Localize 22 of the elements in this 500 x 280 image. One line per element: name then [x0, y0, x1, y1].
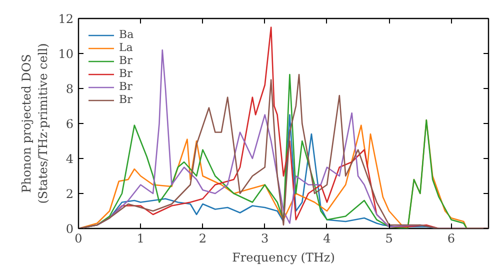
x-tick-label: 6: [447, 232, 456, 246]
legend-label: Ba: [119, 28, 135, 41]
y-tick-label: 2: [66, 187, 74, 201]
x-tick-label: 1: [136, 232, 144, 246]
legend-label: Br: [119, 54, 134, 67]
x-tick-label: 0: [74, 232, 82, 246]
legend-label: Br: [119, 93, 134, 106]
y-tick-label: 10: [58, 47, 74, 61]
legend-label: Br: [119, 67, 134, 80]
y-axis-title: Phonon projected DOS (States/THz·primitive cell): [19, 43, 50, 204]
legend-label: La: [119, 41, 134, 54]
x-tick-label: 4: [323, 232, 332, 246]
x-tick-label: 2: [198, 232, 207, 246]
x-tick-label: 3: [261, 232, 269, 246]
legend-label: Br: [119, 80, 134, 93]
y-tick-label: 8: [66, 82, 74, 96]
y-tick-label: 12: [58, 12, 74, 26]
y-tick-label: 0: [66, 222, 74, 236]
y-tick-label: 6: [66, 117, 74, 131]
x-tick-label: 5: [385, 232, 393, 246]
y-tick-label: 4: [66, 152, 74, 166]
x-axis-title: Frequency (THz): [232, 250, 335, 264]
